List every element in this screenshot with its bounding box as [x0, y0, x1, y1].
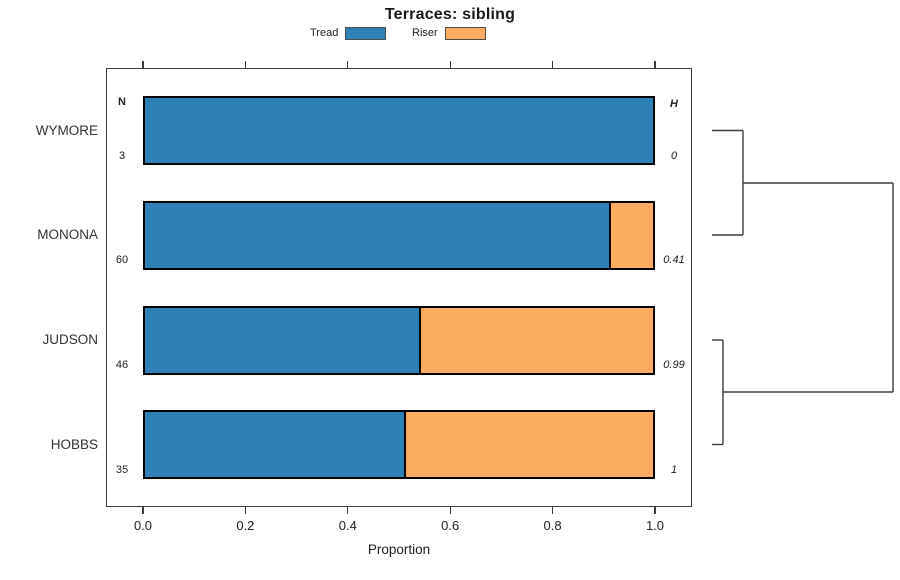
bar-row [143, 96, 655, 165]
legend-item-riser: Riser [412, 25, 486, 41]
n-value: 3 [118, 149, 126, 162]
x-tick [551, 507, 554, 514]
top-tick [244, 61, 247, 68]
top-tick [449, 61, 451, 68]
bar-segment-tread [145, 202, 611, 268]
bar-segment-tread [145, 307, 421, 373]
x-tick [449, 507, 451, 514]
x-tick [244, 507, 247, 514]
h-column-header: H [670, 98, 678, 110]
legend-label-riser: Riser [412, 27, 438, 39]
category-label: JUDSON [42, 332, 98, 347]
top-tick [347, 61, 349, 68]
category-label: WYMORE [35, 122, 98, 138]
top-tick [142, 61, 144, 68]
bar-row [143, 410, 655, 479]
bar-segment-tread [145, 98, 653, 163]
legend-swatch-tread-icon [345, 26, 387, 40]
h-value: 1 [670, 463, 678, 476]
n-value: 60 [115, 254, 129, 266]
n-value: 35 [115, 463, 129, 476]
n-value: 46 [115, 359, 129, 371]
x-axis-title: Proportion [367, 542, 431, 557]
legend-item-tread: Tread [310, 25, 387, 41]
x-tick [347, 507, 349, 514]
bar-segment-riser [610, 202, 653, 268]
top-tick [551, 61, 554, 68]
x-tick-label: 0.2 [236, 518, 255, 533]
bar-row [143, 200, 655, 270]
legend-label-tread: Tread [310, 27, 339, 39]
h-value: 0 [670, 149, 678, 162]
x-tick-label: 1.0 [645, 518, 665, 533]
category-label: HOBBS [50, 436, 98, 452]
x-tick-label: 0.4 [338, 518, 357, 533]
plot-area [106, 68, 692, 507]
x-tick [654, 507, 656, 514]
bar-segment-tread [145, 412, 407, 477]
x-tick-label: 0.6 [441, 518, 460, 533]
legend-swatch-riser-icon [444, 26, 486, 40]
bar-segment-riser [406, 412, 653, 477]
x-tick [142, 507, 144, 514]
category-label: MONONA [37, 227, 98, 242]
chart-title: Terraces: sibling [384, 6, 516, 23]
x-tick-label: 0.8 [543, 518, 562, 533]
top-tick [654, 61, 656, 68]
bar-row [143, 305, 655, 375]
h-value: 0.41 [663, 254, 685, 266]
n-column-header: N [118, 96, 126, 108]
x-tick-label: 0.0 [133, 518, 153, 533]
h-value: 0.99 [663, 359, 685, 371]
bar-segment-riser [420, 307, 653, 373]
